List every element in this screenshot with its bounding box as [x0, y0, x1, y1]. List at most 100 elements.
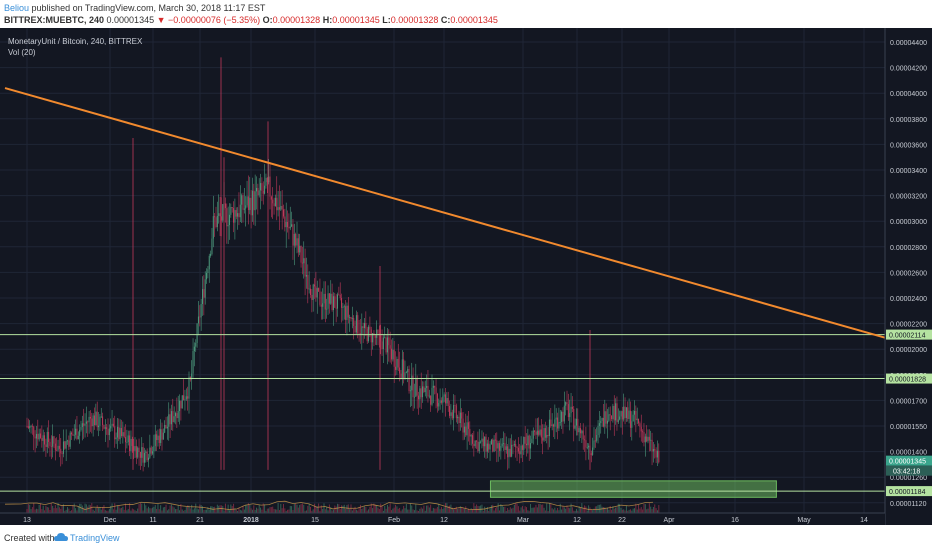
candle-body	[597, 425, 599, 436]
volume-bar	[173, 507, 175, 513]
volume-bar	[442, 509, 444, 513]
candle-body	[400, 373, 402, 380]
candle-body	[544, 428, 546, 438]
candle-body	[38, 433, 40, 440]
volume-bar	[472, 509, 473, 513]
candle-body	[226, 208, 228, 227]
candle-body	[658, 450, 660, 463]
candle-body	[175, 413, 176, 417]
volume-bar	[243, 509, 245, 513]
volume-bar	[37, 509, 39, 513]
candle-body	[526, 443, 527, 446]
volume-bar	[127, 509, 129, 513]
candle-body	[551, 424, 553, 426]
candle-body	[388, 337, 390, 346]
volume-bar	[115, 509, 117, 513]
volume-bar	[316, 506, 318, 513]
volume-bar	[418, 510, 419, 513]
price-tick-label: 0.00004000	[890, 91, 927, 98]
volume-bar	[407, 509, 409, 513]
volume-bar	[505, 510, 507, 513]
candle-body	[463, 426, 465, 433]
volume-bar	[485, 509, 487, 513]
candle-body	[440, 400, 442, 403]
volume-bar	[312, 509, 314, 513]
volume-bar	[268, 508, 270, 513]
candle-body	[173, 416, 175, 422]
candle-body	[358, 333, 360, 335]
volume-bar	[639, 508, 641, 513]
volume-bar	[307, 505, 309, 513]
volume-bar	[331, 510, 333, 513]
volume-bar	[214, 506, 216, 513]
candle-body	[288, 227, 290, 229]
volume-bar	[314, 503, 316, 513]
candle-body	[442, 396, 444, 403]
volume-bar	[44, 510, 46, 513]
candle-body	[289, 226, 291, 229]
volume-bar	[451, 507, 453, 513]
volume-bar	[534, 507, 536, 513]
tradingview-brand[interactable]: TradingView	[70, 533, 120, 543]
candle-body	[56, 450, 58, 452]
candle-body	[492, 439, 494, 452]
volume-bar	[436, 506, 438, 513]
candle-body	[586, 447, 588, 449]
volume-bar	[397, 508, 399, 513]
volume-bar	[386, 505, 388, 513]
volume-bar	[197, 509, 199, 513]
candle-body	[184, 399, 186, 401]
volume-bar	[632, 508, 634, 513]
volume-bar	[650, 506, 652, 513]
volume-bar	[555, 510, 557, 513]
candle-body	[378, 333, 380, 335]
price-tick-label: 0.00003400	[890, 168, 927, 175]
time-tick-label: May	[797, 517, 811, 524]
volume-bar	[409, 503, 411, 513]
candle-body	[195, 342, 197, 347]
volume-bar	[559, 503, 561, 513]
candle-body	[96, 411, 98, 428]
volume-bar	[296, 504, 298, 513]
chart-area[interactable]: 0.00004400 0.00004200 0.00004000 0.00003800…	[0, 28, 932, 525]
candle-body	[262, 190, 264, 194]
volume-bar	[512, 507, 514, 513]
candle-body	[446, 398, 448, 404]
tradingview-cloud-icon	[54, 533, 68, 541]
volume-bar	[605, 508, 607, 513]
volume-bar	[45, 505, 47, 513]
candle-body	[505, 446, 507, 450]
volume-bar	[61, 505, 63, 513]
volume-bar	[229, 510, 230, 513]
volume-bar	[184, 510, 186, 513]
candle-body	[598, 423, 600, 426]
candle-body	[211, 238, 213, 254]
candle-body	[569, 413, 571, 418]
candle-body	[308, 288, 310, 290]
volume-bar	[183, 510, 185, 513]
volume-bar	[154, 505, 156, 513]
volume-bar	[295, 503, 297, 513]
candle-body	[439, 400, 441, 404]
candle-body	[311, 294, 313, 300]
candle-body	[112, 423, 114, 427]
volume-bar	[523, 509, 525, 513]
candle-body	[227, 225, 229, 227]
volume-bar	[139, 503, 141, 513]
candle-body	[523, 436, 525, 450]
volume-bar	[114, 503, 116, 513]
candle-body	[408, 369, 410, 392]
volume-bar	[54, 505, 56, 513]
volume-bar	[179, 510, 181, 513]
candle-body	[601, 417, 603, 421]
candle-body	[92, 415, 94, 427]
author-link[interactable]: Beliou	[4, 3, 30, 13]
volume-bar	[528, 510, 530, 513]
price-chart[interactable]: 0.00004400 0.00004200 0.00004000 0.00003800…	[0, 28, 932, 525]
candle-body	[129, 435, 131, 452]
candle-body	[521, 445, 523, 450]
volume-bar	[446, 503, 448, 513]
volume-bar	[490, 505, 492, 513]
candle-body	[399, 367, 401, 374]
volume-bar	[467, 508, 469, 513]
